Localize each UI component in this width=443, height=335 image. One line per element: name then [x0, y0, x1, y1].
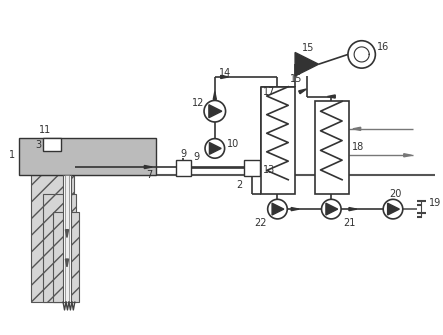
Polygon shape: [272, 203, 284, 215]
Text: 15: 15: [302, 43, 315, 53]
Text: 12: 12: [192, 98, 205, 109]
Bar: [31, 175, 74, 302]
Polygon shape: [209, 105, 222, 118]
Polygon shape: [295, 53, 319, 76]
Polygon shape: [388, 203, 399, 215]
Text: 15: 15: [290, 74, 303, 84]
Bar: [63, 175, 71, 302]
Text: 13: 13: [263, 165, 275, 175]
Polygon shape: [299, 89, 307, 94]
Text: 7: 7: [146, 170, 152, 180]
Text: 19: 19: [429, 198, 442, 208]
Text: 22: 22: [254, 218, 267, 228]
Text: 16: 16: [377, 42, 389, 52]
Polygon shape: [349, 208, 357, 211]
Bar: [43, 194, 76, 302]
Text: 8: 8: [262, 174, 268, 184]
Polygon shape: [353, 127, 361, 130]
Bar: [43, 138, 61, 151]
Polygon shape: [66, 230, 69, 238]
Text: 18: 18: [352, 142, 364, 152]
Text: 2: 2: [237, 180, 243, 190]
Bar: [53, 212, 79, 302]
Text: 20: 20: [389, 189, 401, 199]
Polygon shape: [326, 203, 338, 215]
Polygon shape: [144, 165, 152, 169]
Text: 3: 3: [35, 140, 42, 150]
Text: 11: 11: [39, 125, 51, 135]
Bar: [19, 138, 156, 175]
Polygon shape: [327, 95, 335, 98]
Bar: [176, 160, 191, 176]
Text: 14: 14: [219, 68, 231, 78]
Polygon shape: [291, 208, 299, 211]
Text: 21: 21: [343, 218, 355, 228]
Text: 17: 17: [263, 87, 275, 96]
Text: 9: 9: [193, 152, 199, 162]
Text: 1: 1: [9, 150, 16, 160]
Polygon shape: [213, 92, 216, 99]
Polygon shape: [66, 259, 69, 267]
Polygon shape: [404, 154, 412, 157]
Polygon shape: [221, 75, 229, 78]
Text: 10: 10: [226, 139, 239, 149]
Text: 9: 9: [180, 149, 187, 159]
Bar: [261, 87, 295, 194]
Polygon shape: [210, 142, 221, 154]
Bar: [65, 175, 69, 302]
Bar: [244, 160, 260, 176]
Bar: [315, 102, 349, 194]
